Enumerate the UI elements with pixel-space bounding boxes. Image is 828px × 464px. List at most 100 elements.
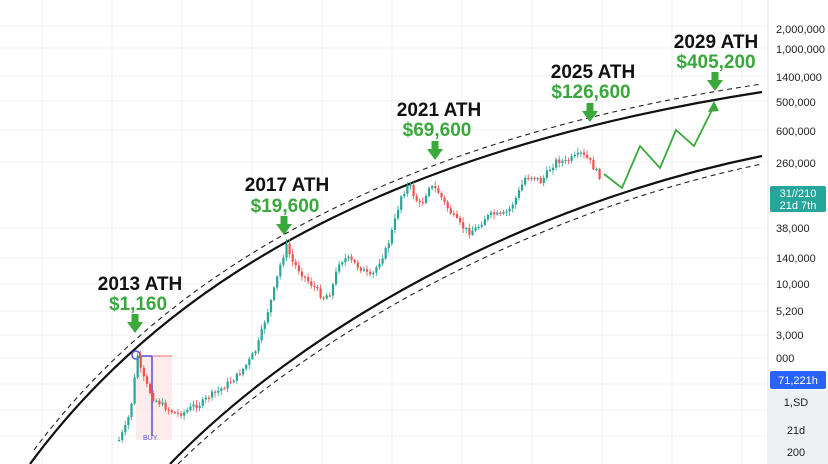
candle [375,265,378,277]
cursor-price-badge-bg [770,371,826,389]
candle-body [356,262,359,268]
candle-body [421,202,424,204]
candle-body [195,404,198,408]
candle-body [468,227,471,235]
candle [269,298,273,317]
candle-body [316,286,319,289]
candle-body [189,406,192,411]
candle-body [406,185,409,194]
candle [207,395,211,403]
candle [471,226,474,236]
candle-body [415,195,418,201]
candle-body [381,258,384,264]
candle-body [248,358,251,366]
candle-body [474,227,477,231]
axis-lower-label: 1,SD [784,397,809,409]
candle-body [242,368,245,375]
candle-body [282,257,285,265]
candle-body [130,403,133,418]
candle-body [424,195,428,204]
candle [533,176,536,182]
ath-price-2017: $19,600 [251,196,320,217]
ath-annotation-2017: 2017 ATH $19,600 [245,175,329,235]
candle-body [428,188,431,196]
axis-lower-label: 200 [787,447,805,459]
candle-body [387,243,390,248]
candle-body [558,159,561,163]
candle [136,352,139,379]
candle-body [412,185,415,196]
candle [434,181,437,193]
candle [161,397,164,407]
candle [316,284,319,292]
candle-body [592,159,595,170]
candle [514,195,517,209]
candle [440,191,443,201]
candle-body [350,256,353,260]
candle-body [223,388,226,390]
candle [285,238,288,262]
candle [486,213,490,222]
candle-body [121,432,124,440]
candle-body [586,154,589,158]
cursor-price-badge[interactable]: 71,221h [770,371,826,389]
candle-body [341,262,344,265]
current-price-badge-price: 31//210 [780,188,817,200]
candle [505,209,508,217]
candle-body [403,193,406,197]
candle [279,262,282,280]
candle-body [192,404,195,407]
candle [548,166,552,172]
candle [530,176,533,182]
candle [428,185,431,198]
candle-body [133,377,136,404]
candle-body [595,168,598,171]
upper-band-solid [29,90,763,464]
candle [291,249,294,267]
candle [502,209,505,216]
candle [186,407,189,415]
candle-body [139,355,142,368]
candle [452,210,455,217]
current-price-badge-countdown: 21d 7th [780,200,817,212]
candle [536,177,539,182]
candle-body [325,295,328,299]
candle-body [331,284,335,296]
candle [393,213,397,234]
down-arrow-icon [127,314,143,333]
candle-body [155,400,158,402]
candle [521,180,524,192]
candle-body [167,409,170,411]
candle-body [124,425,127,433]
candle-body [505,211,508,213]
y-tick-label: 3,000 [776,330,804,342]
price-axis[interactable]: 2,000,000 1,000,000 1400,000 500,000 600… [767,0,828,464]
lower-band-solid [169,154,763,464]
candle-body [434,186,437,189]
lower-band-dashed [177,163,763,464]
candles [118,147,601,443]
candle [446,200,449,212]
candle-body [527,177,530,180]
candle [238,369,242,377]
ath-label-2025: 2025 ATH [551,62,635,83]
candle [170,408,173,415]
candle-body [480,224,483,227]
current-price-badge[interactable]: 31//210 21d 7th [770,186,826,212]
candle-body [567,159,570,162]
y-tick-label: 10,000 [776,279,810,291]
candle-body [471,230,474,235]
candle [400,194,403,214]
candle-body [347,256,350,259]
candle-body [366,269,369,272]
candle [282,254,285,268]
down-arrow-icon [582,103,598,122]
candle [517,186,521,201]
candle-body [220,388,223,391]
candle-body [548,170,552,172]
ath-price-2029: $405,200 [676,52,755,73]
candle [384,246,387,261]
candle [362,266,366,272]
candle-body [589,157,592,160]
